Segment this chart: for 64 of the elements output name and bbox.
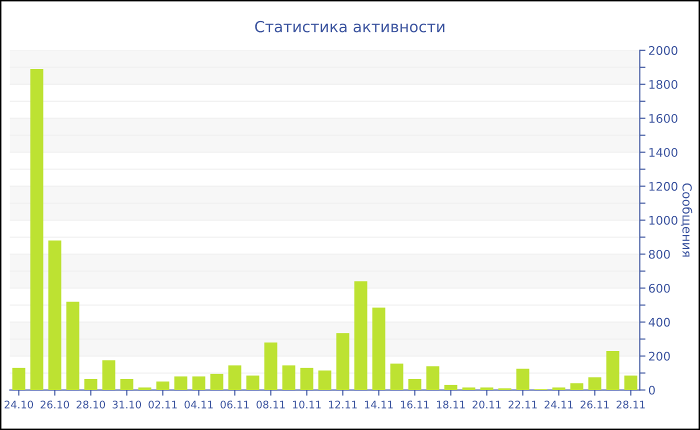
bar — [102, 360, 116, 390]
bar — [66, 302, 80, 390]
bar — [588, 377, 602, 390]
bar — [264, 342, 278, 390]
x-tick-label: 18.11 — [437, 400, 465, 408]
bar — [12, 368, 26, 390]
y-tick-label: 400 — [648, 318, 670, 327]
bar — [570, 383, 584, 390]
bar — [318, 370, 332, 390]
bar — [120, 378, 134, 390]
y-tick-label: 1000 — [649, 216, 678, 225]
x-tick-label: 02.11 — [148, 400, 177, 408]
x-tick-label: 10.11 — [293, 400, 321, 408]
x-tick-label: 28.10 — [76, 400, 106, 408]
bar — [444, 384, 458, 390]
bar — [48, 240, 62, 390]
x-tick-label: 20.11 — [472, 400, 501, 408]
x-tick-label: 08.11 — [256, 400, 285, 408]
x-tick-label: 26.11 — [580, 400, 609, 408]
x-tick-label: 22.11 — [508, 400, 537, 408]
y-tick-label: 1600 — [649, 114, 678, 123]
bar — [228, 365, 242, 390]
y-tick-label: 1400 — [649, 148, 678, 157]
y-tick-label: 1800 — [649, 80, 678, 89]
bar — [138, 387, 152, 390]
bar — [246, 376, 260, 390]
y-tick-label: 800 — [648, 250, 670, 259]
bar — [516, 368, 530, 390]
x-tick-label: 14.11 — [365, 400, 393, 408]
chart-title: Статистика активности — [255, 20, 444, 32]
bar — [552, 387, 566, 390]
x-tick-label: 16.11 — [401, 400, 429, 408]
bar — [30, 68, 44, 390]
x-tick-label: 31.10 — [112, 400, 142, 408]
bar — [300, 368, 314, 390]
x-tick-label: 04.11 — [184, 400, 213, 408]
bar — [84, 378, 98, 390]
x-tick-label: 26.10 — [40, 400, 70, 408]
x-tick-label: 28.11 — [616, 400, 645, 408]
y-axis-title: Сообщения — [680, 183, 692, 257]
bar — [408, 378, 422, 390]
bar — [210, 374, 224, 390]
bar — [426, 366, 440, 390]
x-tick-label: 24.10 — [4, 400, 34, 408]
x-tick-label: 06.11 — [220, 400, 249, 408]
bar — [606, 350, 620, 390]
y-tick-label: 600 — [648, 284, 670, 293]
y-tick-label: 0 — [648, 386, 655, 395]
bar — [282, 365, 296, 390]
bar — [462, 387, 476, 390]
bar — [192, 376, 206, 390]
y-tick-label: 2000 — [649, 46, 678, 55]
bar — [354, 281, 368, 390]
y-tick-label: 200 — [649, 352, 670, 361]
bar — [156, 382, 170, 390]
y-tick-label: 1200 — [649, 182, 678, 191]
bar — [336, 333, 350, 390]
x-tick-label: 12.11 — [329, 400, 357, 408]
bar — [372, 308, 386, 390]
bar — [480, 387, 494, 390]
x-tick-label: 24.11 — [544, 400, 573, 408]
bar — [390, 364, 404, 390]
bar — [174, 376, 188, 390]
bar — [624, 376, 638, 390]
